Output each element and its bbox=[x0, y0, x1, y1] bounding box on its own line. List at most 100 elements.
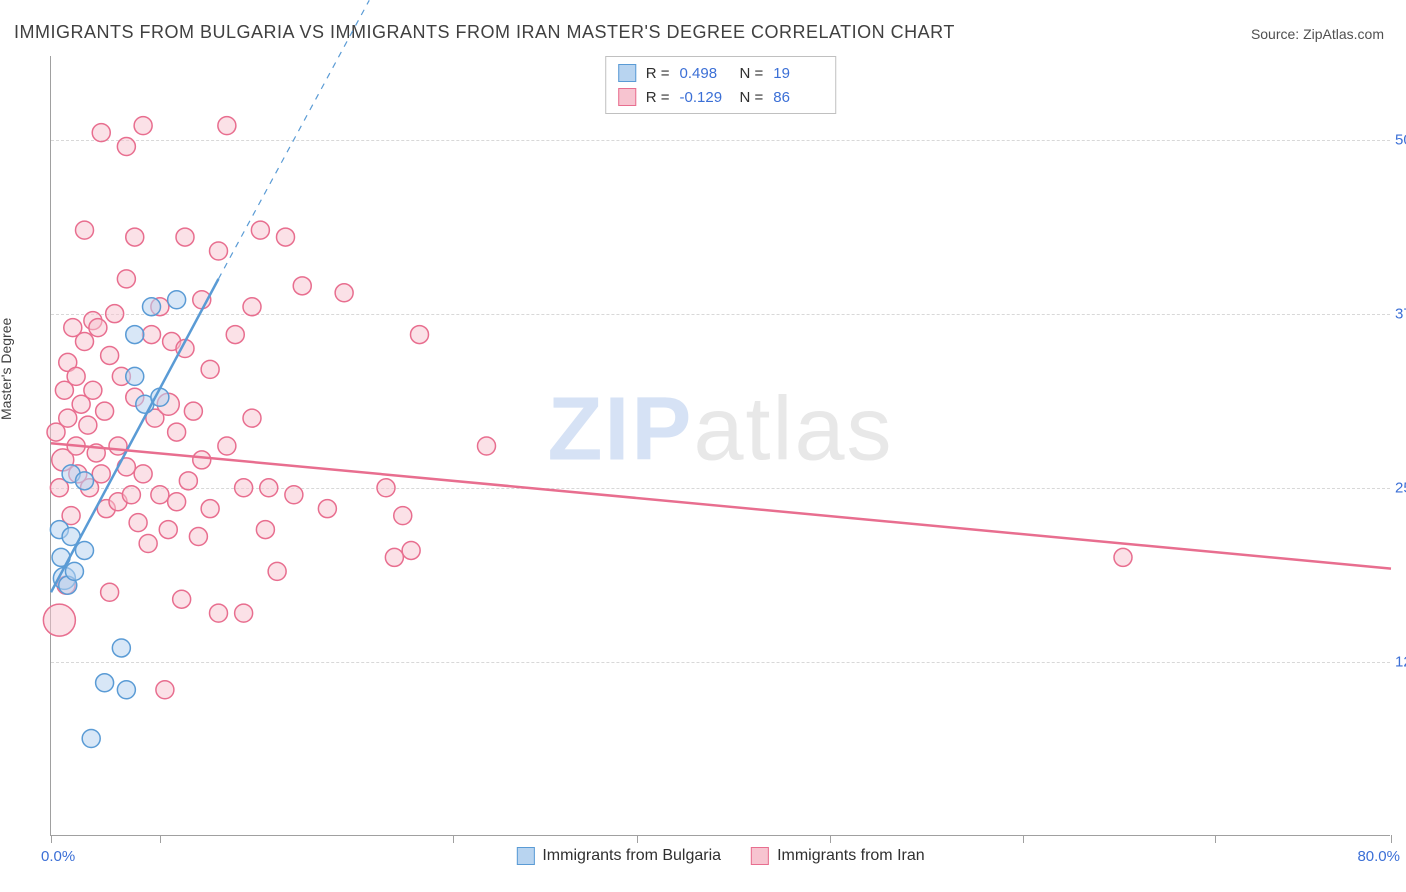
scatter-point bbox=[43, 604, 75, 636]
scatter-point bbox=[377, 479, 395, 497]
scatter-point bbox=[268, 562, 286, 580]
r-value-iran: -0.129 bbox=[680, 89, 730, 106]
scatter-point bbox=[210, 604, 228, 622]
scatter-point bbox=[277, 228, 295, 246]
swatch-bulgaria-icon bbox=[516, 847, 534, 865]
scatter-point bbox=[126, 367, 144, 385]
x-tick bbox=[51, 835, 52, 843]
legend-item-bulgaria: Immigrants from Bulgaria bbox=[516, 847, 721, 865]
legend-row-bulgaria: R = 0.498 N = 19 bbox=[618, 61, 824, 85]
scatter-point bbox=[159, 521, 177, 539]
scatter-point bbox=[285, 486, 303, 504]
scatter-point bbox=[106, 305, 124, 323]
scatter-point bbox=[226, 326, 244, 344]
scatter-point bbox=[65, 562, 83, 580]
legend-row-iran: R = -0.129 N = 86 bbox=[618, 85, 824, 109]
scatter-point bbox=[96, 674, 114, 692]
scatter-point bbox=[117, 681, 135, 699]
y-tick-label: 37.5% bbox=[1395, 305, 1406, 322]
scatter-point bbox=[109, 437, 127, 455]
y-axis-label: Master's Degree bbox=[0, 318, 14, 420]
scatter-point bbox=[156, 681, 174, 699]
x-axis-min-label: 0.0% bbox=[41, 848, 75, 865]
chart-title: IMMIGRANTS FROM BULGARIA VS IMMIGRANTS F… bbox=[14, 22, 955, 43]
scatter-point bbox=[134, 117, 152, 135]
scatter-point bbox=[76, 333, 94, 351]
x-axis-max-label: 80.0% bbox=[1357, 848, 1400, 865]
scatter-point bbox=[143, 298, 161, 316]
scatter-point bbox=[117, 138, 135, 156]
scatter-point bbox=[243, 409, 261, 427]
scatter-point bbox=[67, 367, 85, 385]
regression-line bbox=[51, 443, 1391, 568]
scatter-point bbox=[394, 507, 412, 525]
scatter-point bbox=[96, 402, 114, 420]
scatter-point bbox=[218, 117, 236, 135]
scatter-point bbox=[1114, 548, 1132, 566]
legend-item-iran: Immigrants from Iran bbox=[751, 847, 925, 865]
scatter-point bbox=[402, 541, 420, 559]
x-tick bbox=[637, 835, 638, 843]
scatter-point bbox=[168, 493, 186, 511]
y-tick-label: 25.0% bbox=[1395, 479, 1406, 496]
swatch-iran-icon bbox=[751, 847, 769, 865]
series-legend: Immigrants from Bulgaria Immigrants from… bbox=[516, 847, 924, 865]
scatter-point bbox=[184, 402, 202, 420]
scatter-point bbox=[101, 583, 119, 601]
n-value-bulgaria: 19 bbox=[773, 65, 823, 82]
scatter-point bbox=[117, 270, 135, 288]
scatter-point bbox=[218, 437, 236, 455]
scatter-point bbox=[335, 284, 353, 302]
n-label: N = bbox=[740, 89, 764, 106]
scatter-point bbox=[235, 604, 253, 622]
scatter-point bbox=[201, 360, 219, 378]
scatter-point bbox=[76, 541, 94, 559]
scatter-point bbox=[478, 437, 496, 455]
x-tick bbox=[1391, 835, 1392, 843]
scatter-point bbox=[293, 277, 311, 295]
scatter-point bbox=[89, 319, 107, 337]
r-value-bulgaria: 0.498 bbox=[680, 65, 730, 82]
scatter-point bbox=[193, 451, 211, 469]
legend-label-bulgaria: Immigrants from Bulgaria bbox=[542, 847, 721, 865]
y-tick-label: 50.0% bbox=[1395, 131, 1406, 148]
scatter-point bbox=[243, 298, 261, 316]
scatter-point bbox=[112, 639, 130, 657]
x-tick bbox=[1215, 835, 1216, 843]
scatter-point bbox=[256, 521, 274, 539]
scatter-point bbox=[201, 500, 219, 518]
swatch-iran-icon bbox=[618, 88, 636, 106]
scatter-point bbox=[126, 326, 144, 344]
x-tick bbox=[830, 835, 831, 843]
n-value-iran: 86 bbox=[773, 89, 823, 106]
scatter-point bbox=[151, 486, 169, 504]
x-tick bbox=[160, 835, 161, 843]
scatter-point bbox=[129, 514, 147, 532]
scatter-point bbox=[210, 242, 228, 260]
scatter-point bbox=[59, 409, 77, 427]
scatter-point bbox=[251, 221, 269, 239]
scatter-point bbox=[179, 472, 197, 490]
scatter-point bbox=[82, 730, 100, 748]
scatter-point bbox=[139, 535, 157, 553]
r-label: R = bbox=[646, 89, 670, 106]
scatter-point bbox=[176, 228, 194, 246]
scatter-point bbox=[126, 228, 144, 246]
y-tick-label: 12.5% bbox=[1395, 653, 1406, 670]
scatter-point bbox=[173, 590, 191, 608]
scatter-point bbox=[101, 346, 119, 364]
source-value: ZipAtlas.com bbox=[1303, 26, 1384, 42]
scatter-point bbox=[76, 221, 94, 239]
scatter-point bbox=[318, 500, 336, 518]
scatter-point bbox=[168, 291, 186, 309]
swatch-bulgaria-icon bbox=[618, 64, 636, 82]
scatter-point bbox=[134, 465, 152, 483]
scatter-svg bbox=[51, 56, 1390, 835]
source-attribution: Source: ZipAtlas.com bbox=[1251, 26, 1384, 42]
scatter-point bbox=[143, 326, 161, 344]
scatter-point bbox=[92, 465, 110, 483]
n-label: N = bbox=[740, 65, 764, 82]
scatter-point bbox=[79, 416, 97, 434]
source-label: Source: bbox=[1251, 26, 1303, 42]
scatter-point bbox=[84, 381, 102, 399]
